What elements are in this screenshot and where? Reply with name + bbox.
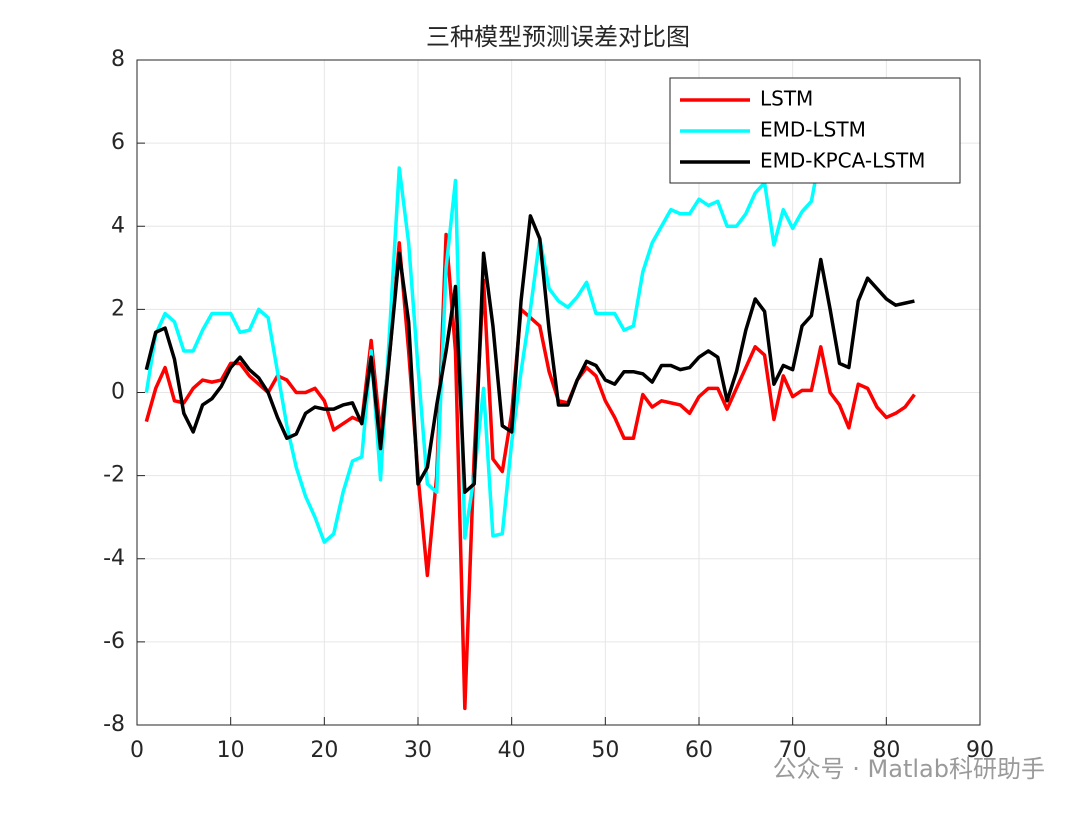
y-tick-label: -4 — [103, 546, 125, 571]
x-tick-label: 80 — [872, 738, 900, 763]
y-tick-label: 4 — [111, 213, 125, 238]
legend-label: EMD-LSTM — [760, 118, 866, 142]
x-tick-label: 70 — [779, 738, 807, 763]
series-line — [144, 99, 916, 544]
y-tick-label: 6 — [111, 130, 125, 155]
legend: LSTM EMD-LSTM EMD-KPCA-LSTM — [669, 77, 961, 184]
x-tick-label: 0 — [130, 738, 144, 763]
y-tick-label: 2 — [111, 296, 125, 321]
y-tick-label: 0 — [111, 380, 125, 405]
legend-label: LSTM — [760, 87, 813, 111]
x-tick-label: 60 — [685, 738, 713, 763]
watermark: 公众号 · Matlab科研助手 — [773, 755, 1045, 783]
x-tick-label: 10 — [217, 738, 245, 763]
y-tick-label: 8 — [111, 47, 125, 72]
x-tick-label: 90 — [966, 738, 994, 763]
legend-label: EMD-KPCA-LSTM — [760, 149, 925, 173]
y-tick-label: -2 — [103, 463, 125, 488]
x-tick-label: 40 — [498, 738, 526, 763]
plot-lines — [144, 99, 916, 711]
chart-title: 三种模型预测误差对比图 — [426, 23, 690, 51]
x-tick-label: 30 — [404, 738, 432, 763]
x-tick-label: 20 — [310, 738, 338, 763]
y-tick-label: -8 — [103, 712, 125, 737]
series-line — [144, 214, 915, 494]
y-tick-label: -6 — [103, 629, 125, 654]
x-tick-label: 50 — [591, 738, 619, 763]
ticks: 0 10 20 30 40 50 60 70 80 90 -8 -6 -4 -2 0 2 4 6 8 — [103, 47, 994, 763]
